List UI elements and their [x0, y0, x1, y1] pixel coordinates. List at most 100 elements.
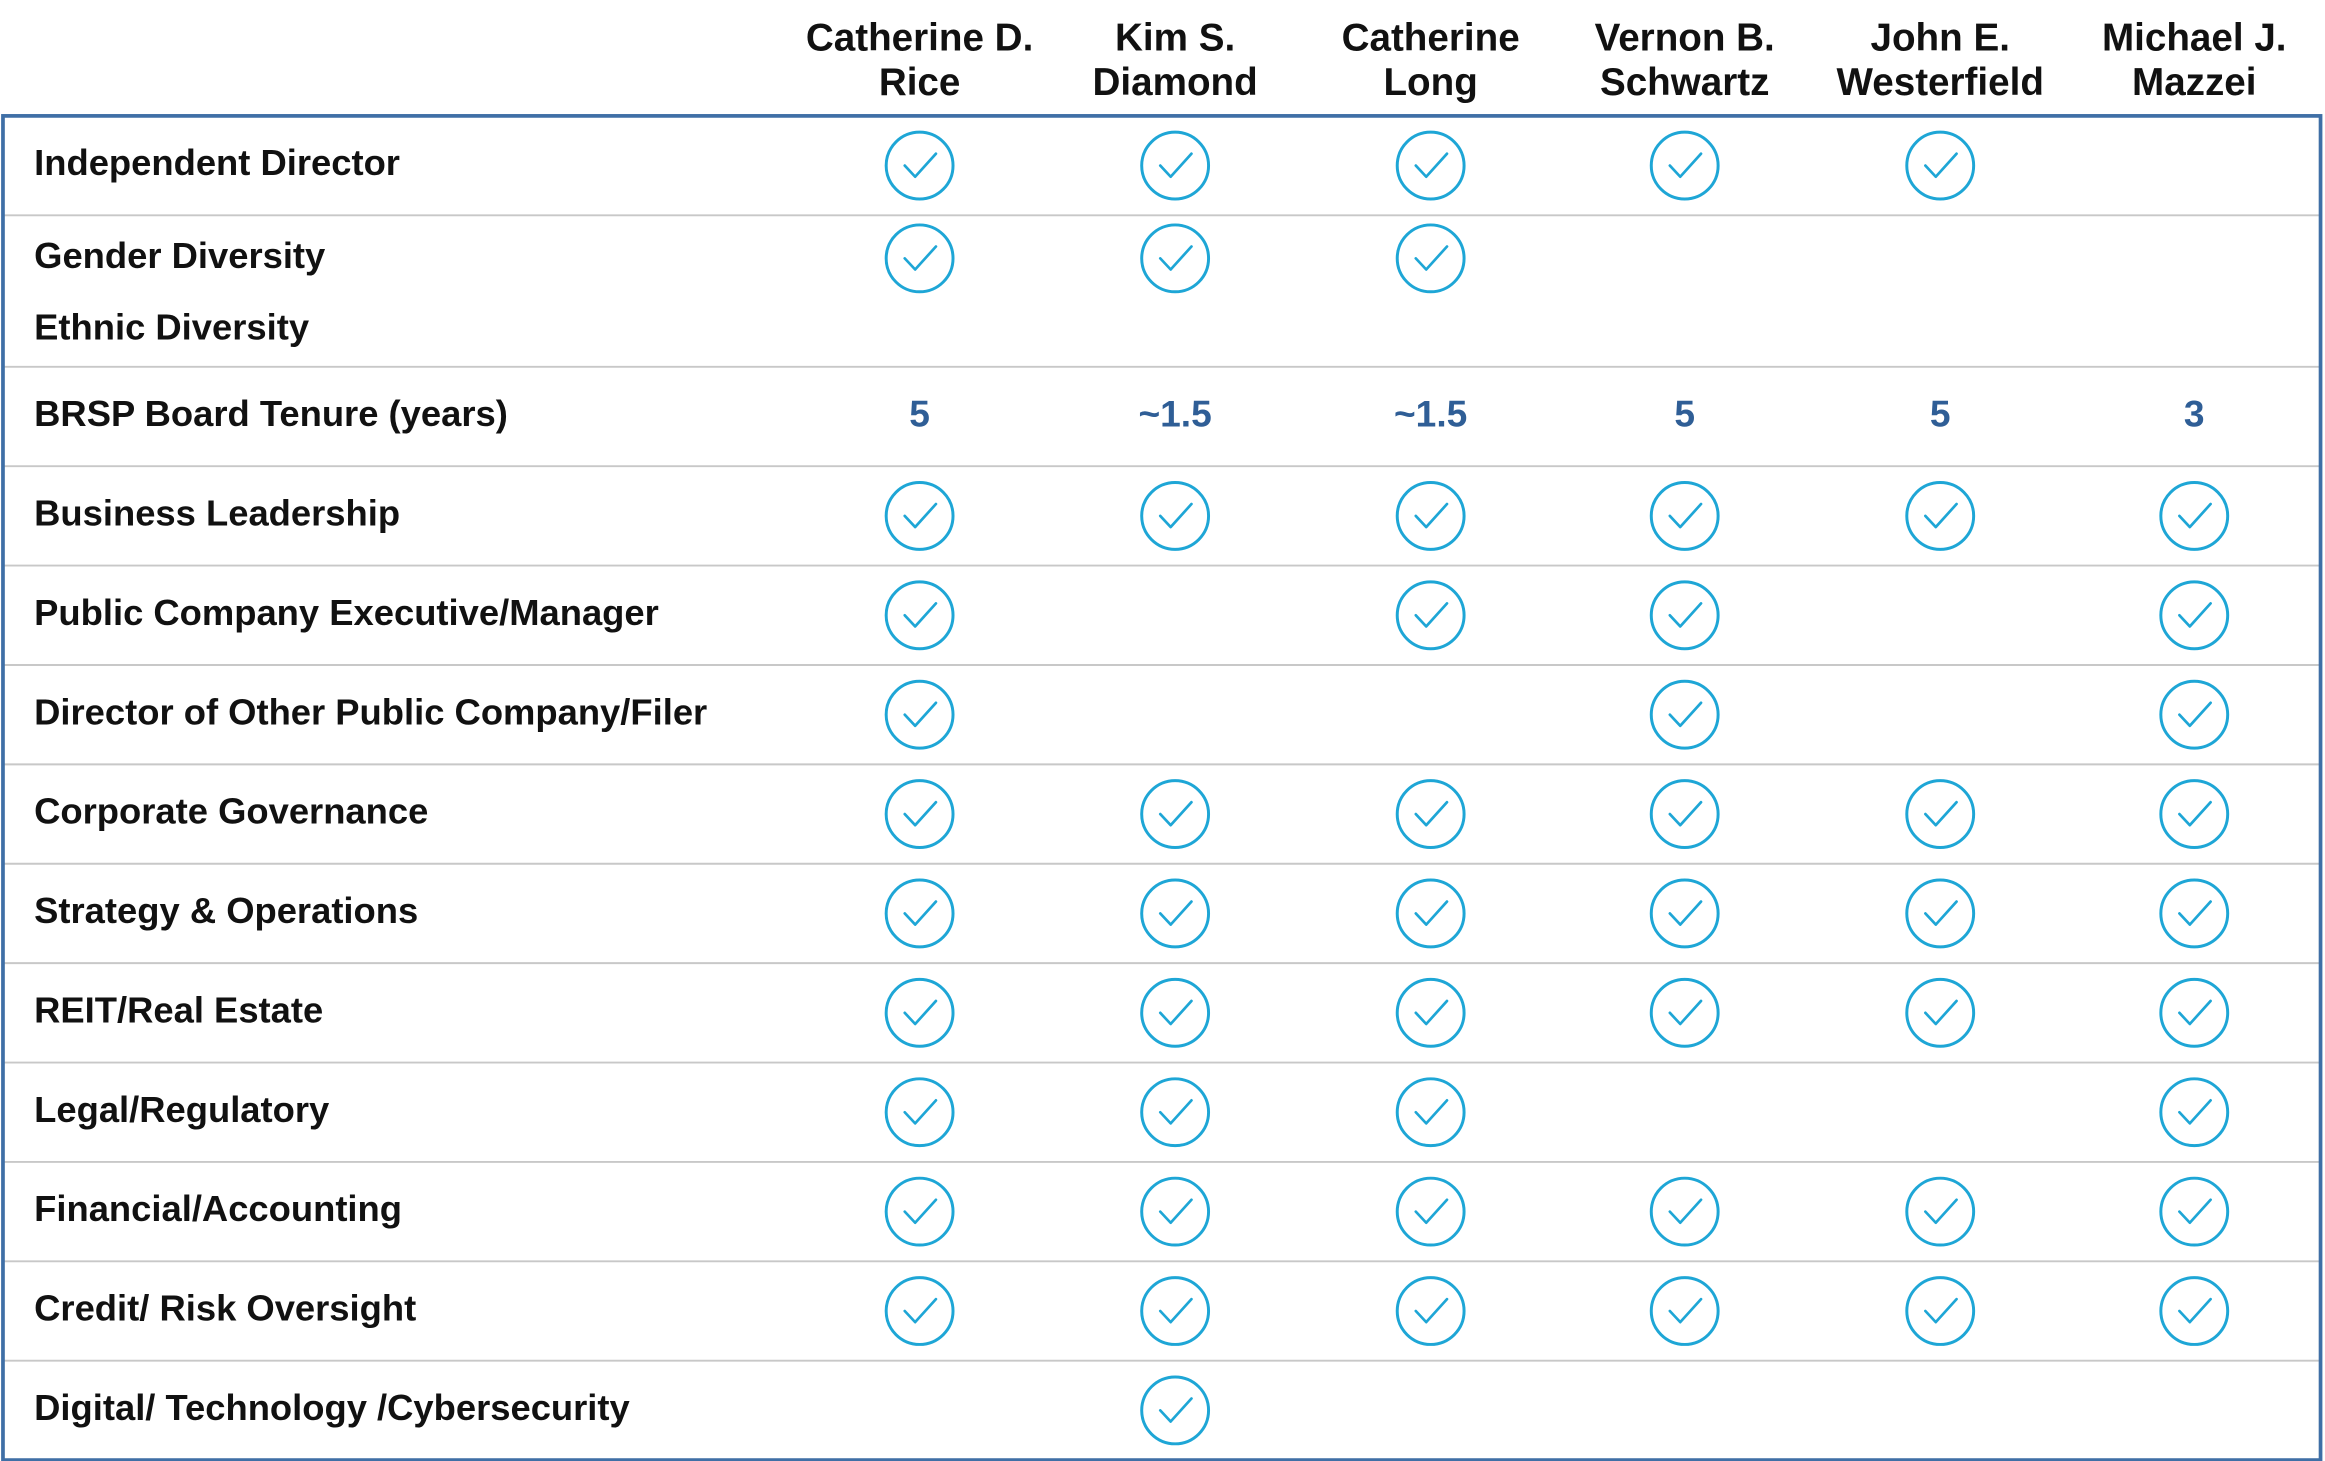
column-header: Kim S.: [1115, 16, 1235, 59]
check-icon: [2159, 977, 2230, 1048]
check-circle: [2159, 1276, 2230, 1346]
check-icon: [884, 223, 955, 294]
column-header: Rice: [879, 61, 961, 104]
check-mark: [1924, 152, 1958, 179]
check-mark: [903, 152, 938, 179]
check-mark: [1158, 1099, 1193, 1125]
check-icon: [1905, 1276, 1976, 1346]
check-mark: [1158, 245, 1193, 271]
check-icon: [1905, 779, 1976, 849]
row-label: BRSP Board Tenure (years): [34, 393, 508, 434]
check-icon: [1395, 130, 1466, 201]
check-circle: [1649, 1276, 1720, 1346]
check-circle: [884, 679, 955, 750]
column-header: Diamond: [1093, 61, 1258, 104]
check-icon: [2159, 679, 2230, 750]
check-mark: [1924, 900, 1958, 926]
check-mark: [1158, 800, 1193, 827]
check-circle: [1395, 878, 1466, 949]
tenure-value: 3: [2184, 392, 2205, 434]
check-icon: [884, 878, 955, 949]
check-icon: [1395, 480, 1466, 551]
check-mark: [903, 245, 938, 271]
check-circle: [1140, 1077, 1211, 1148]
column-header: Catherine: [1342, 16, 1520, 59]
check-mark: [2178, 502, 2212, 529]
row-label: Legal/Regulatory: [34, 1089, 330, 1130]
column-header: Westerfield: [1837, 61, 2044, 104]
check-icon: [1395, 977, 1466, 1048]
column-header: Long: [1383, 61, 1477, 104]
check-icon: [2159, 779, 2230, 849]
check-mark: [1158, 999, 1193, 1026]
check-icon: [1140, 878, 1211, 949]
check-circle: [2159, 977, 2230, 1048]
check-circle: [884, 223, 955, 294]
check-mark: [2178, 999, 2212, 1026]
check-circle: [1140, 977, 1211, 1048]
check-circle: [884, 580, 955, 651]
check-icon: [884, 1176, 955, 1247]
check-mark: [2178, 900, 2212, 926]
check-icon: [1395, 223, 1466, 294]
check-icon: [1395, 1077, 1466, 1148]
check-mark: [1158, 502, 1193, 529]
check-circle: [884, 480, 955, 551]
check-mark: [903, 701, 938, 728]
check-mark: [1924, 800, 1958, 827]
check-mark: [1414, 1099, 1449, 1125]
check-icon: [2159, 580, 2230, 651]
check-circle: [2159, 679, 2230, 750]
check-icon: [884, 480, 955, 551]
check-icon: [884, 580, 955, 651]
check-circle: [1649, 580, 1720, 651]
check-circle: [1905, 1176, 1976, 1247]
check-icon: [884, 679, 955, 750]
check-mark: [1414, 1198, 1449, 1225]
check-mark: [1924, 502, 1958, 529]
row-label: Public Company Executive/Manager: [34, 592, 659, 633]
check-mark: [1158, 1198, 1193, 1225]
check-mark: [903, 1198, 938, 1225]
row-label: Strategy & Operations: [34, 890, 418, 931]
check-circle: [1649, 977, 1720, 1048]
check-circle: [1140, 878, 1211, 949]
check-mark: [1668, 152, 1703, 179]
column-header: Mazzei: [2132, 61, 2256, 104]
row-label: Corporate Governance: [34, 791, 428, 832]
row-label: Director of Other Public Company/Filer: [34, 691, 707, 732]
check-mark: [903, 602, 938, 628]
check-mark: [1668, 1198, 1703, 1225]
check-circle: [1140, 130, 1211, 201]
check-icon: [1140, 779, 1211, 849]
check-icon: [1649, 1176, 1720, 1247]
check-circle: [884, 779, 955, 849]
check-mark: [2178, 1198, 2212, 1225]
tenure-value: 5: [1674, 392, 1695, 434]
table-border: [1, 114, 2323, 1461]
check-mark: [2178, 701, 2212, 728]
check-circle: [1649, 779, 1720, 849]
check-mark: [1414, 900, 1449, 926]
check-mark: [1924, 999, 1958, 1026]
check-circle: [1905, 878, 1976, 949]
check-mark: [1414, 1297, 1449, 1324]
check-mark: [1668, 900, 1703, 926]
column-header: Vernon B.: [1595, 16, 1775, 59]
check-icon: [1649, 480, 1720, 551]
check-circle: [1395, 580, 1466, 651]
check-icon: [1140, 1276, 1211, 1346]
check-circle: [1140, 1276, 1211, 1346]
check-circle: [2159, 580, 2230, 651]
check-circle: [884, 1077, 955, 1148]
row-label: Independent Director: [34, 142, 400, 183]
check-circle: [2159, 1077, 2230, 1148]
row-label: Credit/ Risk Oversight: [34, 1288, 416, 1329]
check-circle: [1140, 223, 1211, 294]
row-label: Financial/Accounting: [34, 1188, 402, 1229]
check-icon: [1140, 130, 1211, 201]
check-icon: [1395, 878, 1466, 949]
check-circle: [1905, 977, 1976, 1048]
